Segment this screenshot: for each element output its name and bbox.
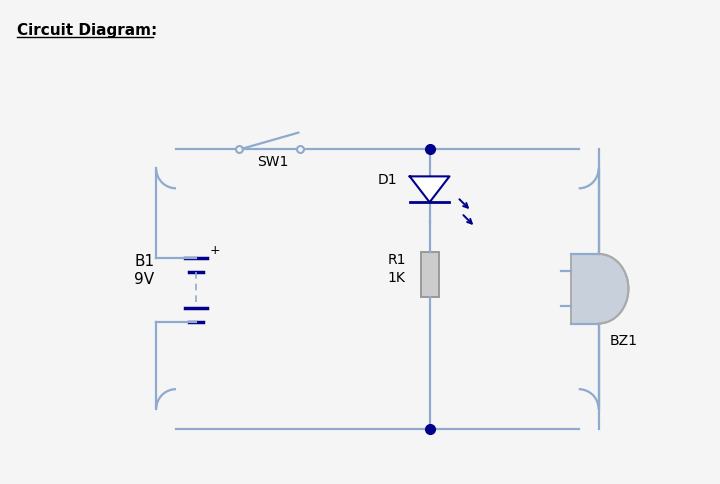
Bar [420, 252, 438, 297]
Text: 9V: 9V [135, 272, 154, 287]
Polygon shape [410, 176, 449, 202]
Text: R1: R1 [388, 253, 406, 267]
Text: B1: B1 [135, 254, 154, 269]
Text: 1K: 1K [388, 271, 405, 285]
Text: +: + [210, 244, 220, 257]
Polygon shape [598, 254, 629, 323]
Text: SW1: SW1 [258, 155, 289, 169]
Text: Circuit Diagram:: Circuit Diagram: [17, 23, 157, 38]
Text: BZ1: BZ1 [609, 334, 637, 348]
Text: D1: D1 [378, 173, 397, 187]
Bar [571, 254, 598, 323]
